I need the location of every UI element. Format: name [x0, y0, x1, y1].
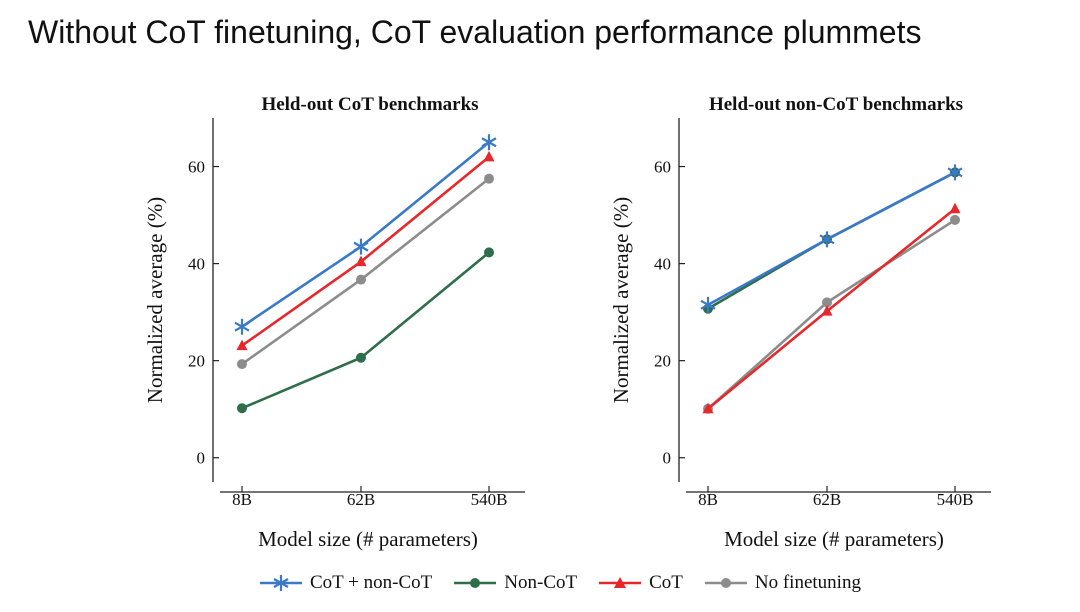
circle-icon	[704, 578, 747, 588]
x-tick-label: 8B	[698, 490, 718, 509]
data-point-circle	[822, 297, 832, 308]
data-point-triangle	[483, 150, 495, 162]
legend: CoT + non-CoT Non-CoT CoT No finetuning	[258, 572, 861, 594]
chart-title: Held-out CoT benchmarks	[261, 94, 478, 115]
x-axis-label: Model size (# parameters)	[258, 527, 478, 551]
x-tick-label: 8B	[232, 490, 252, 509]
data-point-circle	[356, 274, 366, 285]
x-axis-label: Model size (# parameters)	[724, 527, 944, 551]
legend-item-cot: CoT	[597, 572, 683, 594]
star-icon	[260, 575, 302, 591]
series-cot-non-cot	[700, 164, 963, 313]
data-point-triangle	[702, 402, 714, 414]
y-tick-label: 0	[663, 449, 672, 468]
x-tick-label: 62B	[813, 490, 841, 509]
data-point-circle	[237, 359, 247, 370]
legend-item-noncot: Non-CoT	[452, 572, 577, 594]
series-cot	[702, 202, 961, 414]
x-tick-label: 540B	[937, 490, 974, 509]
chart-held-out-cot: Held-out CoT benchmarks 0 20 40 60 8B 62B 540B N…	[143, 94, 525, 551]
data-point-circle	[356, 352, 366, 363]
y-tick-label: 60	[654, 158, 671, 177]
circle-icon	[454, 578, 497, 588]
y-tick-label: 20	[188, 352, 205, 371]
legend-label: No finetuning	[754, 572, 861, 593]
data-point-star	[234, 318, 250, 335]
series-no-finetuning	[237, 173, 494, 370]
y-tick-label: 20	[654, 352, 671, 371]
y-tick-label: 40	[654, 255, 671, 274]
data-point-star	[481, 134, 497, 151]
series-line-cot-non-cot	[241, 141, 490, 328]
y-axis-label: Normalized average (%)	[143, 197, 167, 403]
data-point-triangle	[236, 339, 248, 351]
legend-label: CoT	[649, 572, 683, 593]
series-cot-non-cot	[234, 134, 497, 335]
series-cot	[236, 150, 495, 351]
data-point-circle	[950, 214, 960, 225]
y-axis-label: Normalized average (%)	[609, 197, 633, 403]
legend-label: CoT + non-CoT	[310, 572, 433, 593]
chart-title: Held-out non-CoT benchmarks	[709, 94, 963, 115]
triangle-icon	[599, 577, 642, 588]
data-point-circle	[484, 247, 494, 258]
data-point-triangle	[821, 305, 833, 316]
y-tick-label: 40	[188, 255, 205, 274]
series-line-no-finetuning	[241, 177, 490, 366]
x-tick-label: 540B	[471, 490, 508, 509]
data-point-triangle	[355, 255, 367, 267]
x-tick-label: 62B	[347, 490, 375, 509]
legend-item-no-finetuning: No finetuning	[703, 572, 861, 594]
data-point-star	[819, 231, 835, 248]
y-tick-label: 0	[197, 449, 206, 468]
chart-held-out-non-cot: Held-out non-CoT benchmarks 0 20 40 60 8B 62B 5…	[609, 94, 991, 551]
series-line-cot	[241, 155, 490, 347]
series-non-cot	[237, 247, 494, 414]
data-point-circle	[484, 173, 494, 184]
y-tick-label: 60	[188, 158, 205, 177]
data-point-star	[700, 296, 716, 313]
legend-item-cot-plus-noncot: CoT + non-CoT	[258, 572, 432, 594]
data-point-circle	[237, 403, 247, 414]
slide-title: Without CoT finetuning, CoT evaluation p…	[28, 14, 922, 50]
data-point-star	[353, 238, 369, 255]
data-point-triangle	[949, 202, 961, 214]
legend-label: Non-CoT	[504, 572, 578, 593]
data-point-star	[947, 164, 963, 181]
